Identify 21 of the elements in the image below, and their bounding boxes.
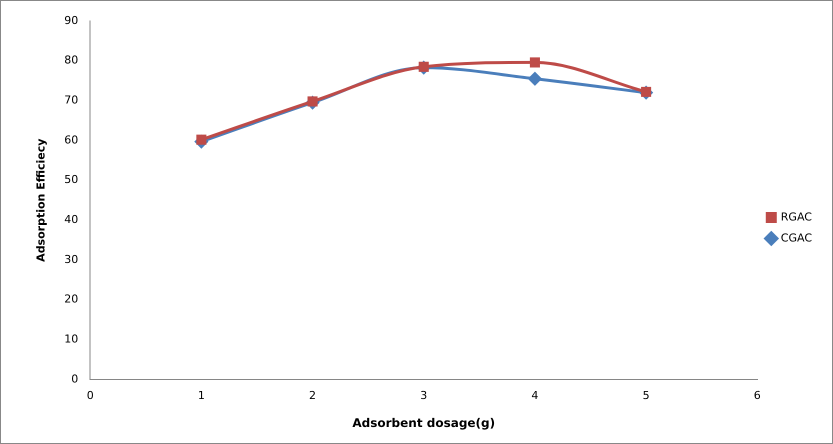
y-tick-label: 10 <box>64 332 78 346</box>
y-tick-label: 90 <box>64 14 78 27</box>
x-tick-label: 4 <box>531 388 538 402</box>
x-tick-label: 3 <box>420 388 428 402</box>
x-tick-label: 1 <box>198 388 205 402</box>
x-tick-label: 0 <box>86 388 94 402</box>
y-tick-label: 60 <box>64 133 78 146</box>
x-tick-label: 2 <box>309 388 316 402</box>
x-tick-label: 6 <box>754 388 761 402</box>
y-tick-label: 30 <box>64 252 78 266</box>
legend-label: CGAC <box>780 231 812 244</box>
y-tick-label: 70 <box>64 94 78 107</box>
y-tick-label: 50 <box>64 173 78 186</box>
y-tick-label: 20 <box>64 292 78 306</box>
x-axis-title: Adsorbent dosage(g) <box>352 416 496 430</box>
y-tick-label: 80 <box>64 54 78 67</box>
y-tick-label: 40 <box>64 212 78 226</box>
legend-label: RGAC <box>780 210 812 224</box>
x-tick-label: 5 <box>642 388 650 402</box>
y-tick-label: 0 <box>71 372 78 386</box>
y-axis-title: Adsorption Efficiecy <box>34 138 48 262</box>
